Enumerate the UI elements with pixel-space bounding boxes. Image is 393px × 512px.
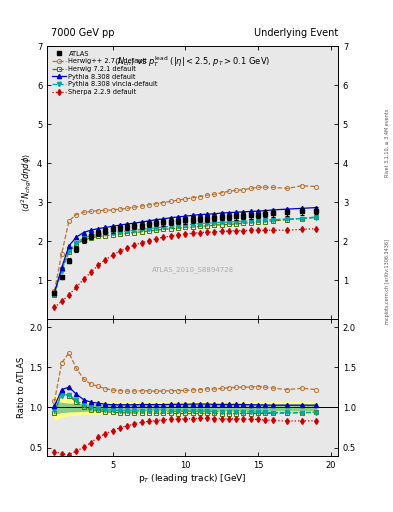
Y-axis label: Ratio to ATLAS: Ratio to ATLAS: [17, 357, 26, 418]
Text: $\langle N_{ch}\rangle$ vs $p_T^{\rm lead}$ ($|\eta|<2.5$, $p_T>0.1$ GeV): $\langle N_{ch}\rangle$ vs $p_T^{\rm lea…: [114, 54, 271, 69]
Text: ATLAS_2010_S8894728: ATLAS_2010_S8894728: [152, 267, 233, 273]
Y-axis label: $\langle d^2 N_{chg}/d\eta d\phi \rangle$: $\langle d^2 N_{chg}/d\eta d\phi \rangle…: [20, 153, 34, 212]
Text: 7000 GeV pp: 7000 GeV pp: [51, 28, 115, 38]
Text: Underlying Event: Underlying Event: [254, 28, 338, 38]
Text: mcplots.cern.ch [arXiv:1306.3436]: mcplots.cern.ch [arXiv:1306.3436]: [385, 239, 390, 324]
X-axis label: p$_{T}$ (leading track) [GeV]: p$_{T}$ (leading track) [GeV]: [138, 472, 247, 485]
Text: Rivet 3.1.10, ≥ 3.4M events: Rivet 3.1.10, ≥ 3.4M events: [385, 109, 390, 178]
Legend: ATLAS, Herwig++ 2.7.1 default, Herwig 7.2.1 default, Pythia 8.308 default, Pythi: ATLAS, Herwig++ 2.7.1 default, Herwig 7.…: [50, 50, 159, 96]
